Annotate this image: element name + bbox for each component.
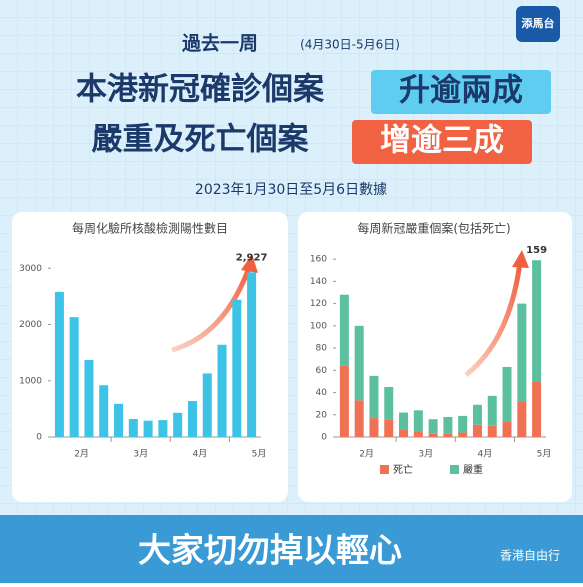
bar-segment <box>458 432 468 437</box>
bar-segment <box>399 412 409 430</box>
y-tick-label: 60 <box>316 366 328 376</box>
bar-segment <box>517 401 527 437</box>
logo: 添馬台 <box>522 16 555 30</box>
bar-segment <box>472 424 482 437</box>
slogan: 大家切勿掉以輕心 <box>138 531 402 570</box>
x-tick-label: 5月 <box>252 449 267 460</box>
x-tick-label: 5月 <box>537 449 552 460</box>
bar <box>173 412 183 437</box>
bar-segment <box>428 433 438 437</box>
y-tick-label: 140 <box>310 277 327 287</box>
y-tick-label: 20 <box>316 410 328 420</box>
bar-segment <box>458 415 468 433</box>
logo-box <box>516 6 560 42</box>
watermark: 香港自由行 <box>500 549 560 563</box>
bar-segment <box>487 395 497 426</box>
y-tick-label: 40 <box>316 388 328 398</box>
bar-segment <box>399 429 409 437</box>
bar-segment <box>339 294 349 366</box>
highlight-1: 升逾兩成 <box>399 73 523 109</box>
bar-segment <box>443 416 453 434</box>
highlight-2: 增逾三成 <box>380 123 504 159</box>
bar-segment <box>369 418 379 437</box>
trend-arrow <box>464 261 523 377</box>
bar-segment <box>384 386 394 420</box>
bar <box>232 299 242 437</box>
legend-label: 死亡 <box>393 463 413 476</box>
y-tick-label: 100 <box>310 321 327 331</box>
y-tick-label: 2000 <box>19 320 42 330</box>
bar <box>69 317 79 437</box>
bar-segment <box>413 431 423 437</box>
chart-title: 每周新冠嚴重個案(包括死亡) <box>357 221 510 236</box>
annotation: 159 <box>526 245 547 256</box>
y-tick-label: 120 <box>310 299 327 309</box>
value-label: 2,927 <box>236 252 268 263</box>
arrow-head <box>241 254 258 273</box>
bar-segment <box>369 375 379 419</box>
bar <box>114 403 124 437</box>
y-tick-label: 0 <box>321 433 327 443</box>
bar <box>143 420 153 437</box>
legend-swatch <box>450 465 459 474</box>
highlight-2-box <box>352 120 532 164</box>
bar-segment <box>339 365 349 437</box>
y-tick-label: 80 <box>316 344 328 354</box>
y-tick-label: 0 <box>36 433 42 443</box>
x-tick-label: 2月 <box>74 449 89 460</box>
chart-title: 每周化驗所核酸檢測陽性數目 <box>72 221 228 236</box>
bar-segment <box>532 381 542 437</box>
source: 2023年1月30日至5月6日數據 <box>195 182 387 198</box>
bar <box>202 373 212 437</box>
x-tick-label: 2月 <box>359 449 374 460</box>
bar <box>217 344 227 437</box>
x-tick-label: 3月 <box>133 449 148 460</box>
x-tick-label: 3月 <box>418 449 433 460</box>
bar <box>187 401 197 437</box>
bar-segment <box>502 366 512 422</box>
bar-segment <box>502 421 512 437</box>
x-tick-label: 4月 <box>477 449 492 460</box>
bar-segment <box>384 419 394 437</box>
bar <box>158 420 168 437</box>
bar <box>247 272 257 437</box>
y-tick-label: 160 <box>310 255 327 265</box>
bar-segment <box>354 325 364 401</box>
bar-segment <box>413 410 423 432</box>
trend-arrow <box>171 264 253 353</box>
bar-segment <box>517 303 527 402</box>
headline-1: 本港新冠確診個案 <box>76 72 325 108</box>
period: (4月30日-5月6日) <box>300 38 400 52</box>
bar <box>84 359 94 437</box>
headline-2: 嚴重及死亡個案 <box>92 122 310 158</box>
bar <box>99 385 109 437</box>
bar-segment <box>472 404 482 425</box>
legend-swatch <box>380 465 389 474</box>
bar-segment <box>428 419 438 434</box>
bar-segment <box>532 260 542 382</box>
bar-segment <box>354 400 364 437</box>
bar-segment <box>487 425 497 437</box>
x-tick-label: 4月 <box>192 449 207 460</box>
bar <box>128 419 138 437</box>
bar-segment <box>443 433 453 437</box>
legend-label: 嚴重 <box>463 463 483 476</box>
footer-band <box>0 515 583 583</box>
highlight-1-box <box>371 70 551 114</box>
bar <box>54 291 64 437</box>
kicker: 過去一周 <box>182 32 258 55</box>
arrow-head <box>512 250 529 268</box>
y-tick-label: 3000 <box>19 264 42 274</box>
y-tick-label: 1000 <box>19 376 42 386</box>
